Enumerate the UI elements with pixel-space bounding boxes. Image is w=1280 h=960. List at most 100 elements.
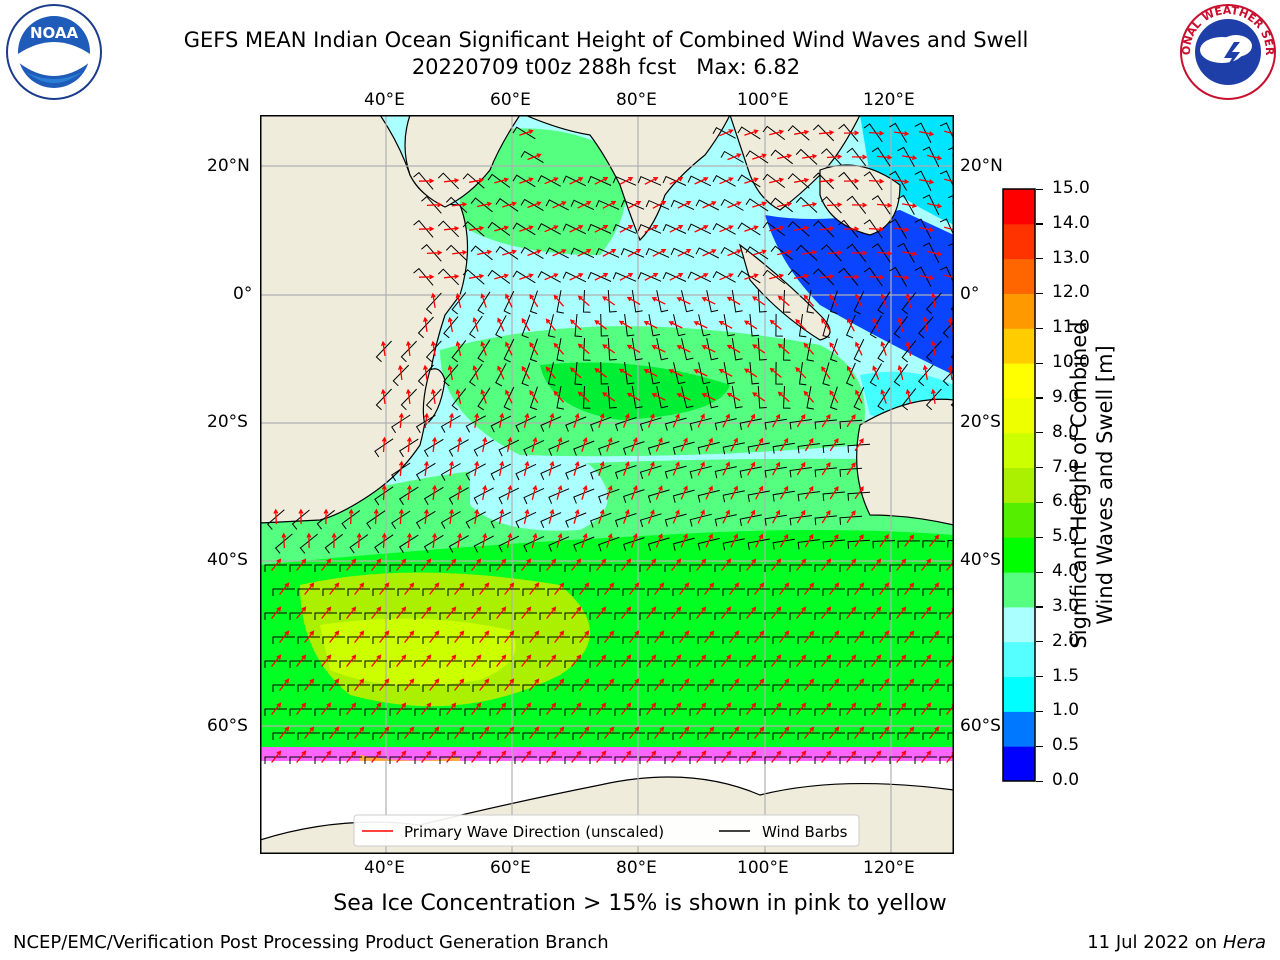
- wind-barb: [914, 708, 937, 716]
- wind-barb: [564, 564, 587, 572]
- wave-direction-arrow: [847, 365, 855, 380]
- wave-direction-arrow: [927, 202, 943, 209]
- wave-direction-arrow: [397, 364, 404, 380]
- colorbar-bin: [1003, 746, 1035, 782]
- wind-barb: [515, 415, 537, 433]
- wind-barb: [574, 361, 583, 386]
- wave-direction-arrow: [527, 201, 542, 209]
- wind-barb: [364, 564, 387, 572]
- wind-barb: [689, 708, 712, 716]
- wave-direction-arrow: [304, 582, 315, 595]
- lon-label-top-120e: 120°E: [863, 90, 915, 110]
- lon-label-bottom-80e: 80°E: [616, 858, 657, 878]
- colorbar-bin: [1003, 223, 1035, 260]
- wind-barb: [871, 147, 891, 167]
- wave-direction-arrow: [668, 369, 683, 377]
- wind-barb: [264, 708, 287, 716]
- lon-label-top-100e: 100°E: [737, 90, 789, 110]
- wave-direction-arrow: [504, 726, 515, 739]
- wind-barb: [425, 340, 442, 363]
- wind-barb: [490, 463, 512, 481]
- wind-barb: [487, 221, 511, 236]
- wind-barb: [425, 388, 442, 411]
- wind-barb: [264, 660, 287, 668]
- wave-direction-arrow: [743, 320, 758, 330]
- wave-direction-arrow: [621, 654, 632, 667]
- wind-barb: [847, 636, 870, 644]
- wind-barb: [397, 636, 420, 644]
- wave-direction-arrow: [594, 367, 607, 378]
- wave-direction-arrow: [727, 201, 742, 209]
- wind-barb: [853, 290, 865, 315]
- wind-barb: [814, 708, 837, 716]
- wave-direction-arrow: [829, 533, 839, 548]
- wind-barb: [864, 756, 887, 764]
- wind-barb: [637, 224, 662, 234]
- wind-barb: [797, 636, 820, 644]
- wave-direction-arrow: [880, 341, 887, 356]
- colorbar-tick-label: 4.0: [1052, 561, 1080, 582]
- wave-direction-arrow: [455, 292, 462, 308]
- wave-direction-arrow: [696, 702, 707, 715]
- wave-direction-arrow: [404, 582, 415, 595]
- wave-direction-arrow: [793, 177, 810, 183]
- wind-barb: [706, 338, 719, 361]
- colorbar-tick-mark: [1036, 292, 1043, 295]
- lat-label-right-0: 0°: [960, 284, 980, 304]
- wave-direction-arrow: [521, 750, 532, 763]
- wave-direction-arrow: [429, 726, 440, 739]
- wind-barb: [495, 246, 519, 260]
- wave-direction-arrow: [868, 130, 885, 136]
- wave-direction-arrow: [553, 390, 565, 403]
- wave-direction-arrow: [930, 340, 936, 357]
- wind-barb: [839, 515, 863, 525]
- wind-barb: [589, 756, 612, 764]
- wave-direction-arrow: [846, 606, 857, 619]
- wave-direction-arrow: [553, 342, 565, 355]
- wind-barb: [922, 146, 940, 168]
- wave-direction-arrow: [804, 630, 815, 643]
- wave-direction-arrow: [449, 460, 455, 476]
- wind-barb: [782, 385, 791, 409]
- wind-barb: [451, 388, 467, 411]
- colorbar-tick-label: 9.0: [1052, 386, 1080, 407]
- wind-barb: [745, 150, 769, 164]
- wave-direction-arrow: [544, 273, 559, 281]
- wave-direction-arrow: [651, 345, 666, 353]
- wind-barb: [764, 564, 787, 572]
- wind-barb: [789, 419, 812, 430]
- wave-direction-arrow: [331, 532, 337, 549]
- wave-direction-arrow: [521, 317, 531, 332]
- wind-barb: [789, 564, 812, 572]
- wind-barb: [889, 708, 912, 716]
- wind-barb: [639, 513, 662, 528]
- wave-direction-arrow: [718, 321, 733, 329]
- wave-direction-arrow: [872, 365, 880, 380]
- colorbar-tick-mark: [1036, 397, 1043, 399]
- wind-barb: [695, 199, 720, 211]
- wind-barb: [272, 588, 295, 596]
- wind-barb: [925, 292, 942, 315]
- wind-barb: [822, 732, 845, 740]
- wave-direction-arrow: [744, 177, 759, 184]
- wind-barb: [689, 417, 712, 431]
- wind-barb: [349, 534, 369, 554]
- wind-barb: [939, 660, 954, 668]
- wave-direction-arrow: [646, 654, 657, 667]
- wind-barb: [731, 338, 743, 361]
- wave-direction-arrow: [329, 726, 340, 739]
- wave-direction-arrow: [482, 532, 488, 549]
- wind-barb: [423, 534, 444, 553]
- wave-height-map: Primary Wave Direction (unscaled) Wind B…: [260, 115, 954, 854]
- wave-direction-arrow: [897, 316, 904, 332]
- wind-barb: [266, 509, 285, 530]
- wind-barb: [598, 488, 620, 504]
- lat-label-left-40s: 40°S: [207, 550, 248, 570]
- wave-direction-arrow: [769, 319, 782, 330]
- wave-zone-central-core: [540, 362, 730, 420]
- wave-direction-arrow: [896, 606, 907, 619]
- wind-barb: [422, 684, 445, 692]
- wind-barb: [314, 564, 337, 572]
- wave-direction-arrow: [546, 606, 557, 619]
- wave-direction-arrow: [772, 509, 781, 524]
